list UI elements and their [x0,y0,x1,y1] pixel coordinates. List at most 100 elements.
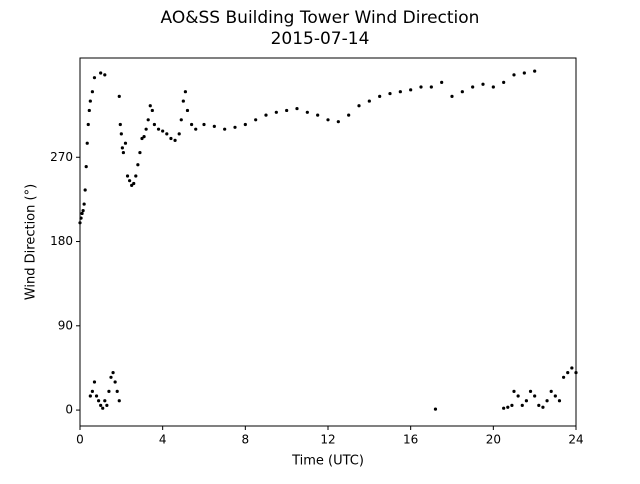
point [378,94,382,98]
point [254,118,258,122]
point [460,90,464,94]
point [142,135,146,139]
point [305,110,309,114]
x-tick-label: 0 [76,433,84,447]
point [481,82,485,86]
point [128,179,132,183]
point [516,394,520,398]
point [537,403,541,407]
point [165,132,169,136]
point [409,88,413,92]
point [92,380,97,384]
point [533,69,537,73]
point [512,73,516,77]
point [152,122,156,127]
point [105,403,109,407]
point [121,150,125,155]
y-tick-label: 90 [58,318,73,332]
point [566,371,570,375]
point [357,104,361,108]
point [433,407,438,411]
point [326,118,330,122]
point [117,399,121,403]
point [150,108,154,113]
point [274,110,278,114]
chart-subtitle: 2015-07-14 [271,29,370,49]
point [173,138,177,143]
point [138,150,142,155]
point [243,122,247,127]
y-axis-label: Wind Direction (°) [24,184,39,300]
point [156,127,161,131]
point [506,405,510,409]
point [212,124,216,128]
point [388,91,392,96]
point [316,113,320,117]
point [134,174,138,178]
point [88,99,92,103]
point [78,221,82,225]
point [570,366,574,370]
point [264,113,268,117]
point [80,211,84,216]
point [419,85,423,89]
point [90,90,94,94]
point [92,76,97,80]
point [545,399,549,403]
point [181,99,185,103]
y-tick-label: 180 [50,234,73,248]
point [117,94,121,98]
point [84,165,88,169]
point [194,127,198,131]
x-tick-label: 20 [486,433,501,447]
point [233,125,237,129]
point [336,120,340,124]
point [223,127,227,131]
point [367,99,371,103]
point [94,394,99,398]
point [169,136,173,141]
point [113,380,117,384]
point [347,113,351,117]
point [541,405,545,409]
point [90,389,94,393]
point [130,183,134,187]
point [429,85,433,89]
point [79,216,83,220]
point [97,399,101,403]
point [491,85,495,89]
x-tick-label: 12 [320,433,335,447]
point [103,399,107,403]
point [125,174,130,178]
point [140,136,144,141]
point [177,132,181,136]
point [88,394,92,398]
point [574,371,578,375]
point [99,71,103,75]
point [502,406,506,410]
point [512,389,516,393]
point [119,132,123,136]
point [86,122,90,127]
point [553,394,557,398]
point [99,403,103,407]
point [440,80,444,84]
point [83,188,87,192]
point [522,71,526,75]
point [144,127,148,131]
point [132,181,136,186]
x-axis-label: Time (UTC) [291,454,364,469]
x-tick-label: 8 [242,433,250,447]
x-tick-label: 16 [403,433,418,447]
point [146,118,150,122]
point [85,141,89,145]
point [528,389,533,393]
point [81,209,85,213]
point [118,122,122,127]
point [161,129,165,133]
point [183,90,187,94]
x-tick-label: 4 [159,433,167,447]
point [185,108,190,113]
point [202,122,206,127]
